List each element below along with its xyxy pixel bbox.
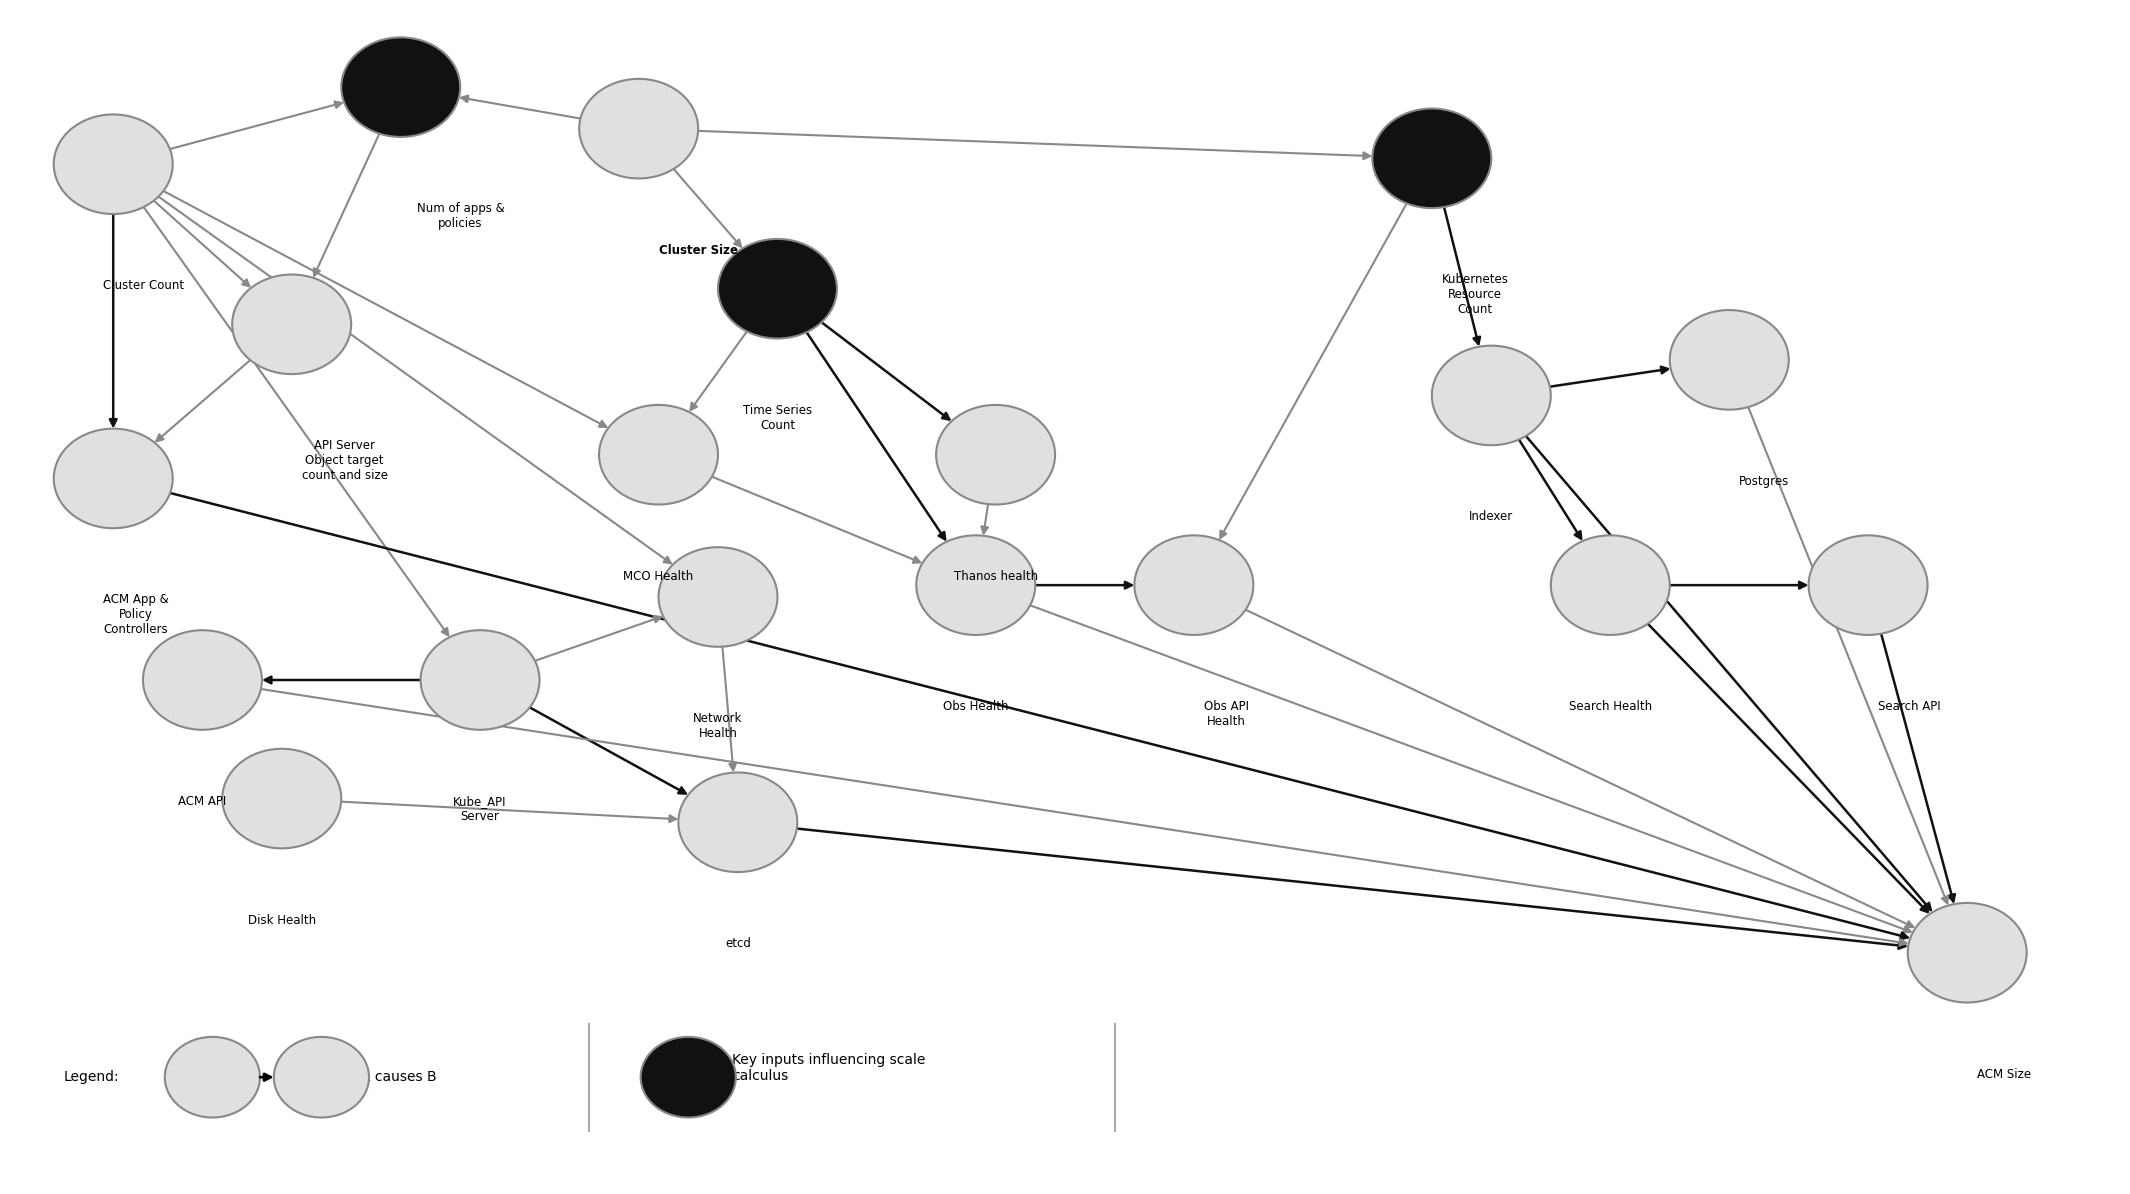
Ellipse shape (1135, 535, 1252, 635)
Text: Key inputs influencing scale
calculus: Key inputs influencing scale calculus (733, 1053, 924, 1083)
Text: Network
Health: Network Health (692, 712, 743, 740)
Ellipse shape (916, 535, 1035, 635)
Text: Search API: Search API (1879, 700, 1940, 713)
Ellipse shape (935, 405, 1054, 505)
Ellipse shape (658, 547, 777, 647)
Ellipse shape (1908, 903, 2026, 1003)
Text: Cluster Count: Cluster Count (104, 279, 185, 293)
Text: Cluster Size: Cluster Size (658, 244, 737, 257)
Text: Kube_API
Server: Kube_API Server (454, 795, 507, 823)
Text: Num of apps &
policies: Num of apps & policies (417, 202, 505, 230)
Ellipse shape (341, 37, 460, 137)
Ellipse shape (164, 1036, 260, 1118)
Ellipse shape (1808, 535, 1928, 635)
Text: MCO Health: MCO Health (624, 570, 694, 583)
Text: Legend:: Legend: (64, 1070, 119, 1084)
Text: ACM App &
Policy
Controllers: ACM App & Policy Controllers (104, 593, 168, 636)
Ellipse shape (579, 79, 699, 178)
Ellipse shape (641, 1036, 735, 1118)
Ellipse shape (1372, 109, 1491, 208)
Ellipse shape (232, 275, 351, 374)
Ellipse shape (1551, 535, 1670, 635)
Text: Search Health: Search Health (1568, 700, 1653, 713)
Text: Obs API
Health: Obs API Health (1203, 700, 1248, 728)
Text: Indexer: Indexer (1470, 511, 1514, 523)
Ellipse shape (677, 773, 797, 872)
Ellipse shape (222, 749, 341, 849)
Ellipse shape (275, 1036, 368, 1118)
Text: Thanos health: Thanos health (954, 570, 1037, 583)
Ellipse shape (420, 630, 539, 730)
Text: Disk Health: Disk Health (247, 913, 315, 927)
Ellipse shape (1670, 310, 1789, 410)
Text: Obs Health: Obs Health (944, 700, 1007, 713)
Ellipse shape (599, 405, 718, 505)
Text: Time Series
Count: Time Series Count (743, 404, 812, 432)
Text: ACM Size: ACM Size (1977, 1067, 2032, 1081)
Text: Postgres: Postgres (1740, 475, 1789, 488)
Ellipse shape (1431, 345, 1551, 445)
Ellipse shape (143, 630, 262, 730)
Ellipse shape (53, 429, 173, 528)
Text: API Server
Object target
count and size: API Server Object target count and size (302, 439, 388, 482)
Ellipse shape (718, 239, 837, 339)
Text: ACM API: ACM API (179, 795, 226, 808)
Text: etcd: etcd (724, 937, 750, 950)
Ellipse shape (53, 115, 173, 214)
Text: Kubernetes
Resource
Count: Kubernetes Resource Count (1442, 273, 1508, 316)
Text: A causes B: A causes B (362, 1070, 437, 1084)
